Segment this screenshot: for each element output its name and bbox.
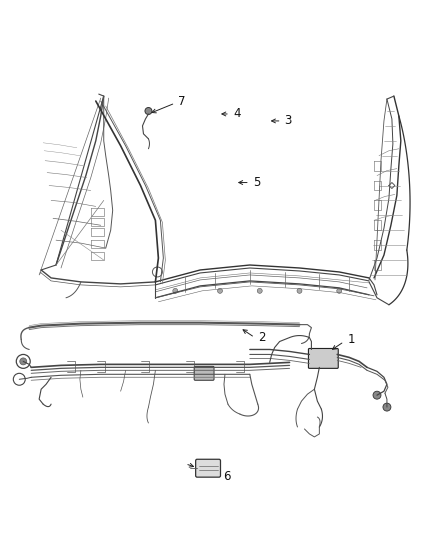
Circle shape — [337, 288, 342, 293]
Text: 4: 4 — [233, 108, 240, 120]
Text: 1: 1 — [347, 333, 355, 346]
Circle shape — [383, 403, 391, 411]
Circle shape — [297, 288, 302, 293]
Circle shape — [145, 108, 152, 115]
FancyBboxPatch shape — [308, 349, 338, 368]
Text: 2: 2 — [258, 331, 265, 344]
Text: 5: 5 — [253, 176, 260, 189]
Circle shape — [218, 288, 223, 293]
Circle shape — [173, 288, 178, 293]
Circle shape — [373, 391, 381, 399]
Text: 3: 3 — [285, 115, 292, 127]
FancyBboxPatch shape — [196, 459, 220, 477]
Circle shape — [257, 288, 262, 293]
Text: 7: 7 — [178, 94, 186, 108]
Circle shape — [20, 358, 27, 365]
FancyBboxPatch shape — [194, 366, 214, 380]
Text: 6: 6 — [223, 470, 230, 483]
